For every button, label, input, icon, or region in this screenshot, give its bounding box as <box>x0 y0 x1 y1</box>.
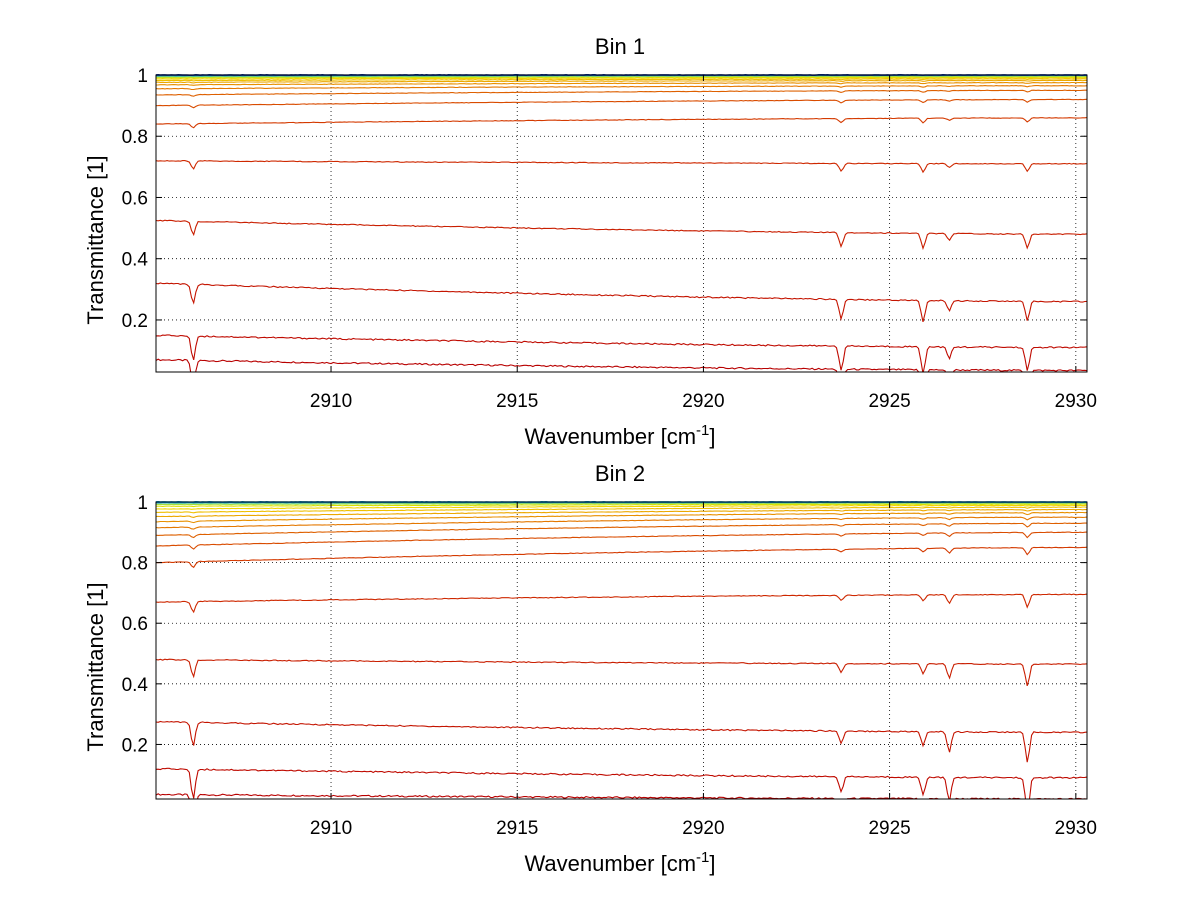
bin1-series-line-7 <box>156 98 1087 109</box>
bin1-series-line-9 <box>156 85 1087 91</box>
bin2-xtick-label: 2930 <box>1055 818 1097 839</box>
bin1-series-line-6 <box>156 117 1087 129</box>
bin2-xlabel-sup: -1 <box>696 849 709 866</box>
bin1-ytick-label: 0.8 <box>122 127 148 148</box>
bin2-xtick-label: 2915 <box>496 818 538 839</box>
bin2-series-line-12 <box>156 506 1087 514</box>
bin2-series-group <box>156 500 1087 799</box>
bin1-series-line-10 <box>156 81 1087 86</box>
bin1-series-line-2 <box>156 334 1087 372</box>
bin2-series-line-2 <box>156 767 1087 799</box>
bin2-ytick-label: 0.8 <box>122 554 148 575</box>
bin2-series-line-7 <box>156 531 1087 550</box>
bin2-series-line-13 <box>156 504 1087 510</box>
bin2-ytick-label: 0.6 <box>122 614 148 635</box>
bin1-ytick-label: 0.6 <box>122 188 148 209</box>
bin2-xlabel-end: ] <box>709 851 715 876</box>
bin1-xtick-label: 2930 <box>1055 391 1097 412</box>
bin2-series-line-14 <box>156 503 1087 508</box>
bin1-xlabel-main: Wavenumber [cm <box>524 424 696 449</box>
bin2-title: Bin 2 <box>595 461 645 486</box>
bin1-xtick-label: 2910 <box>310 391 352 412</box>
bin2-ytick-label: 0.4 <box>122 675 149 696</box>
bin1-xlabel: Wavenumber [cm-1] <box>524 422 715 449</box>
bin2-series-line-10 <box>156 511 1087 524</box>
bin1-xtick-label: 2915 <box>496 391 538 412</box>
bin1-series-line-4 <box>156 219 1087 251</box>
bin1-series-line-8 <box>156 89 1087 97</box>
bin2-ytick-label: 0.2 <box>122 735 148 756</box>
bin1-series-line-12 <box>156 78 1087 82</box>
bin1-ylabel: Transmittance [1] <box>83 155 108 324</box>
bin2-series-line-6 <box>156 546 1087 569</box>
bin2-series-line-9 <box>156 516 1087 530</box>
bin2-ytick-label: 1 <box>137 493 148 514</box>
bin2-xtick-label: 2920 <box>682 818 724 839</box>
bin1-ytick-label: 0.2 <box>122 311 148 332</box>
bin2-xlabel: Wavenumber [cm-1] <box>524 849 715 876</box>
bin1-series-line-3 <box>156 282 1087 323</box>
bin2-series-line-8 <box>156 522 1087 539</box>
bin2-series-line-3 <box>156 720 1087 763</box>
bin1-xtick-label: 2920 <box>682 391 724 412</box>
bin1-xlabel-end: ] <box>709 424 715 449</box>
bin2-series-line-15 <box>156 502 1087 506</box>
bin2-xtick-label: 2925 <box>868 818 910 839</box>
bin2-series-line-11 <box>156 508 1087 518</box>
bin2-xtick-label: 2910 <box>310 818 352 839</box>
bin1-series-line-11 <box>156 79 1087 84</box>
bin1-plot-area: 2910 2915 2920 2925 2930 0.2 0.4 0.6 0.8 1 <box>122 66 1097 412</box>
bin1-ytick-label: 0.4 <box>122 250 149 271</box>
bin2-xlabel-main: Wavenumber [cm <box>524 851 696 876</box>
bin1-title: Bin 1 <box>595 34 645 59</box>
bin1-series-line-13 <box>156 77 1087 80</box>
bin1-series-line-5 <box>156 160 1087 174</box>
bin1-axes-frame <box>155 74 1088 373</box>
bin2-grid <box>156 502 1087 799</box>
bin1-ytick-label: 1 <box>137 66 148 87</box>
bin2-axes-frame <box>155 501 1088 800</box>
bin2-ylabel: Transmittance [1] <box>83 582 108 751</box>
bin2-plot-area: 2910 2915 2920 2925 2930 0.2 0.4 0.6 0.8 1 <box>122 493 1097 839</box>
bin2-series-line-4 <box>156 658 1087 687</box>
bin1-series-group <box>156 73 1087 372</box>
bin2-series-line-5 <box>156 593 1087 614</box>
bin1-grid <box>156 75 1087 372</box>
bin1-xtick-label: 2925 <box>868 391 910 412</box>
bin1-xlabel-sup: -1 <box>696 422 709 439</box>
bin1-series-line-1 <box>156 358 1087 372</box>
